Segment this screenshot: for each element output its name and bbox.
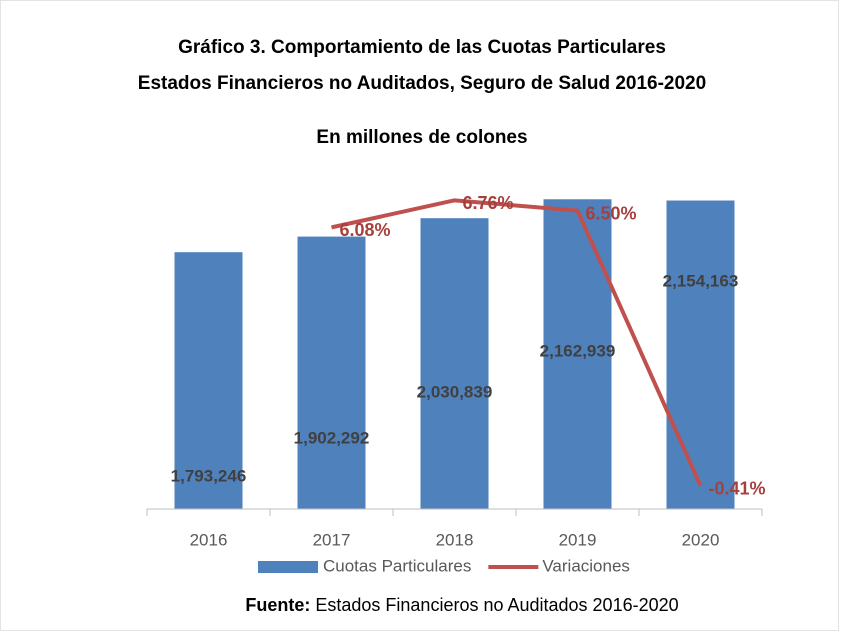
data-label: 6.08% <box>340 220 391 240</box>
legend-label: Cuotas Particulares <box>323 556 471 575</box>
data-label: 1,902,292 <box>294 428 370 447</box>
legend-swatch <box>258 561 318 573</box>
source: Fuente: Estados Financieros no Auditados… <box>245 595 678 615</box>
bar <box>297 236 366 509</box>
data-label: 1,793,246 <box>171 466 247 485</box>
x-tick-label: 2019 <box>559 530 597 549</box>
chart-subtitle: En millones de colones <box>316 127 527 148</box>
data-label: 2,030,839 <box>417 382 493 401</box>
source-label: Fuente: <box>245 595 310 615</box>
x-tick-label: 2018 <box>436 530 474 549</box>
line <box>331 198 703 487</box>
x-tick-label: 2017 <box>313 530 351 549</box>
x-tick-label: 2016 <box>190 530 228 549</box>
chart-title: Estados Financieros no Auditados, Seguro… <box>138 73 706 94</box>
data-label: 6.50% <box>586 203 637 223</box>
bar <box>420 218 489 510</box>
x-tick-label: 2020 <box>682 530 720 549</box>
data-label: 6.76% <box>463 193 514 213</box>
bar <box>666 200 735 509</box>
source-text: Estados Financieros no Auditados 2016-20… <box>315 595 678 615</box>
data-label: -0.41% <box>709 478 766 498</box>
bar <box>174 252 243 510</box>
chart-title: Gráfico 3. Comportamiento de las Cuotas … <box>178 37 666 58</box>
bar <box>543 199 612 509</box>
legend-label: Variaciones <box>542 556 630 575</box>
data-label: 2,154,163 <box>663 271 739 290</box>
data-label: 2,162,939 <box>540 341 616 360</box>
